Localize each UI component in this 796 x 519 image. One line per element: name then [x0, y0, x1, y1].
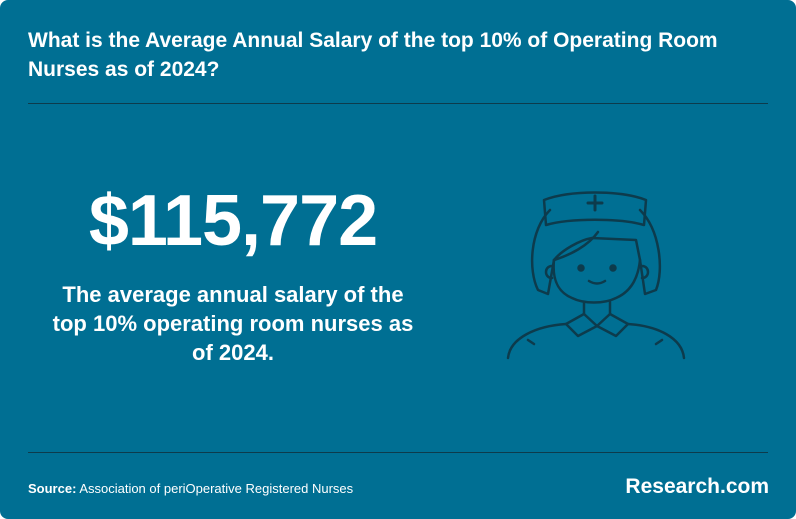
- source-line: Source: Association of periOperative Reg…: [28, 480, 353, 498]
- salary-stat: $115,772: [88, 181, 378, 261]
- stat-description: The average annual salary of the top 10%…: [52, 282, 414, 365]
- brand-logo-text: Research.com: [625, 475, 769, 498]
- source-text: Association of periOperative Registered …: [79, 481, 354, 496]
- bottom-divider: [28, 452, 768, 453]
- nurse-icon: [506, 191, 686, 360]
- card-title: What is the Average Annual Salary of the…: [28, 29, 718, 81]
- source-label: Source:: [28, 481, 77, 496]
- top-divider: [28, 103, 768, 104]
